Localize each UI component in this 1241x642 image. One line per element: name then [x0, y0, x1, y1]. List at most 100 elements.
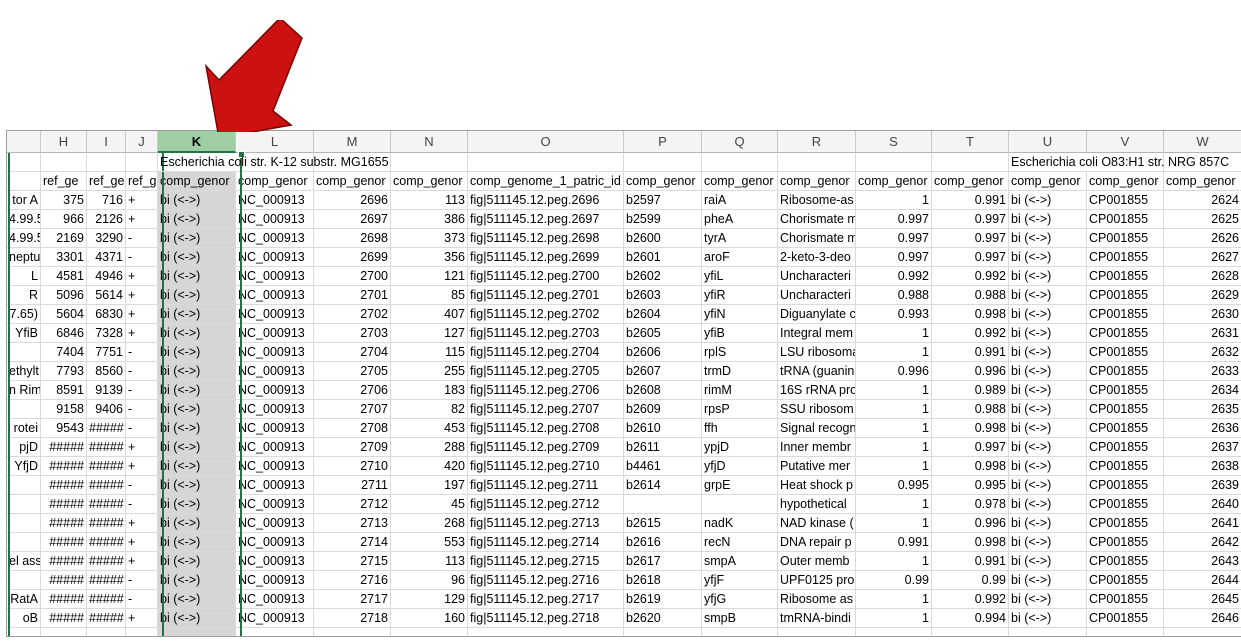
field-header-j[interactable]: ref_ge: [126, 172, 158, 191]
table-cell-i[interactable]: 3290: [87, 229, 126, 248]
table-cell-h[interactable]: #####: [41, 438, 87, 457]
table-cell-q[interactable]: yfiN: [702, 305, 778, 324]
table-cell-n[interactable]: 96: [391, 571, 468, 590]
table-cell-l[interactable]: NC_000913: [236, 343, 314, 362]
table-cell-k[interactable]: bi (<->): [158, 533, 236, 552]
row-fragment-cell[interactable]: n Rim: [7, 381, 41, 400]
table-cell-j[interactable]: [126, 628, 158, 636]
table-cell-q[interactable]: nadK: [702, 514, 778, 533]
table-cell-w[interactable]: 2627: [1164, 248, 1241, 267]
table-cell-r[interactable]: DNA repair p: [778, 533, 856, 552]
table-cell-s[interactable]: 1: [856, 552, 932, 571]
table-cell-m[interactable]: 2716: [314, 571, 391, 590]
field-header-v[interactable]: comp_genor: [1087, 172, 1164, 191]
table-cell-o[interactable]: fig|511145.12.peg.2696: [468, 191, 624, 210]
field-header-k[interactable]: comp_genor: [158, 172, 236, 191]
column-header-s[interactable]: S: [856, 131, 932, 153]
table-cell-m[interactable]: 2708: [314, 419, 391, 438]
table-cell-w[interactable]: 2642: [1164, 533, 1241, 552]
table-cell-u[interactable]: bi (<->): [1009, 457, 1087, 476]
table-cell-o[interactable]: fig|511145.12.peg.2701: [468, 286, 624, 305]
table-cell-r[interactable]: Outer memb: [778, 552, 856, 571]
table-cell-t[interactable]: 0.988: [932, 400, 1009, 419]
table-cell-m[interactable]: 2717: [314, 590, 391, 609]
table-cell-u[interactable]: bi (<->): [1009, 609, 1087, 628]
table-cell-m[interactable]: 2702: [314, 305, 391, 324]
table-cell-n[interactable]: 85: [391, 286, 468, 305]
table-cell-u[interactable]: bi (<->): [1009, 248, 1087, 267]
table-cell-l[interactable]: NC_000913: [236, 552, 314, 571]
table-cell-u[interactable]: bi (<->): [1009, 305, 1087, 324]
table-cell-j[interactable]: +: [126, 438, 158, 457]
table-cell-u[interactable]: bi (<->): [1009, 495, 1087, 514]
table-cell-r[interactable]: 16S rRNA pro: [778, 381, 856, 400]
group-header-cell-o[interactable]: [468, 153, 624, 172]
table-cell-m[interactable]: 2706: [314, 381, 391, 400]
table-cell-j[interactable]: +: [126, 514, 158, 533]
table-cell-t[interactable]: 0.994: [932, 609, 1009, 628]
selection-fill-handle[interactable]: [238, 151, 245, 158]
table-cell-q[interactable]: ffh: [702, 419, 778, 438]
table-cell-l[interactable]: NC_000913: [236, 381, 314, 400]
table-cell-s[interactable]: 0.99: [856, 571, 932, 590]
table-cell-r[interactable]: tRNA (guanin: [778, 362, 856, 381]
table-cell-r[interactable]: Putative mer: [778, 457, 856, 476]
table-cell-u[interactable]: bi (<->): [1009, 552, 1087, 571]
table-cell-q[interactable]: yfiB: [702, 324, 778, 343]
table-cell-h[interactable]: 9158: [41, 400, 87, 419]
table-cell-n[interactable]: 113: [391, 191, 468, 210]
table-cell-v[interactable]: CP001855: [1087, 571, 1164, 590]
row-fragment-cell[interactable]: el ass: [7, 552, 41, 571]
table-cell-o[interactable]: fig|511145.12.peg.2698: [468, 229, 624, 248]
table-cell-n[interactable]: 356: [391, 248, 468, 267]
table-cell-o[interactable]: fig|511145.12.peg.2709: [468, 438, 624, 457]
group-header-cell-v[interactable]: [1087, 153, 1164, 172]
table-cell-i[interactable]: #####: [87, 476, 126, 495]
table-cell-m[interactable]: 2714: [314, 533, 391, 552]
table-cell-j[interactable]: -: [126, 590, 158, 609]
table-cell-j[interactable]: +: [126, 286, 158, 305]
field-header-h[interactable]: ref_ge: [41, 172, 87, 191]
table-cell-s[interactable]: 1: [856, 590, 932, 609]
table-cell-s[interactable]: 1: [856, 419, 932, 438]
table-cell-m[interactable]: 2699: [314, 248, 391, 267]
column-header-u[interactable]: U: [1009, 131, 1087, 153]
table-cell-o[interactable]: fig|511145.12.peg.2703: [468, 324, 624, 343]
table-cell-n[interactable]: 420: [391, 457, 468, 476]
table-cell-n[interactable]: 197: [391, 476, 468, 495]
table-cell-l[interactable]: NC_000913: [236, 210, 314, 229]
table-cell-i[interactable]: #####: [87, 571, 126, 590]
table-cell-q[interactable]: tyrA: [702, 229, 778, 248]
table-cell-p[interactable]: b2603: [624, 286, 702, 305]
table-cell-q[interactable]: smpA: [702, 552, 778, 571]
field-header-r[interactable]: comp_genor: [778, 172, 856, 191]
table-cell-k[interactable]: bi (<->): [158, 609, 236, 628]
table-cell-o[interactable]: fig|511145.12.peg.2712: [468, 495, 624, 514]
row-fragment-cell[interactable]: R: [7, 286, 41, 305]
table-cell-s[interactable]: 1: [856, 609, 932, 628]
table-cell-p[interactable]: b2605: [624, 324, 702, 343]
row-fragment-cell[interactable]: tor A: [7, 191, 41, 210]
table-cell-r[interactable]: hypothetical: [778, 495, 856, 514]
table-cell-n[interactable]: [391, 628, 468, 636]
table-cell-q[interactable]: ypjD: [702, 438, 778, 457]
row-fragment-cell[interactable]: [7, 172, 41, 191]
table-cell-t[interactable]: 0.998: [932, 305, 1009, 324]
table-cell-s[interactable]: 0.991: [856, 533, 932, 552]
table-cell-r[interactable]: UPF0125 pro: [778, 571, 856, 590]
table-cell-l[interactable]: NC_000913: [236, 495, 314, 514]
field-header-s[interactable]: comp_genor: [856, 172, 932, 191]
table-cell-r[interactable]: Signal recogn: [778, 419, 856, 438]
table-cell-w[interactable]: 2633: [1164, 362, 1241, 381]
row-fragment-cell[interactable]: YfjD: [7, 457, 41, 476]
table-cell-j[interactable]: -: [126, 248, 158, 267]
table-cell-p[interactable]: b2618: [624, 571, 702, 590]
table-cell-p[interactable]: b4461: [624, 457, 702, 476]
table-cell-l[interactable]: NC_000913: [236, 305, 314, 324]
table-cell-h[interactable]: 5604: [41, 305, 87, 324]
row-fragment-cell[interactable]: 4.99.5: [7, 229, 41, 248]
table-cell-w[interactable]: 2637: [1164, 438, 1241, 457]
table-cell-p[interactable]: b2617: [624, 552, 702, 571]
table-cell-o[interactable]: fig|511145.12.peg.2710: [468, 457, 624, 476]
table-cell-i[interactable]: 2126: [87, 210, 126, 229]
